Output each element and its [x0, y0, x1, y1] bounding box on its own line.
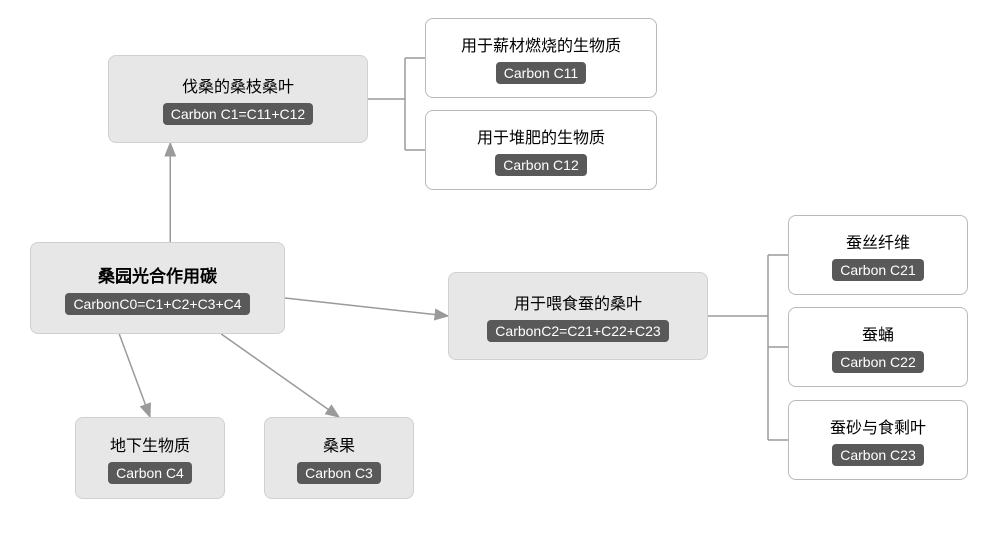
node-c12-title: 用于堆肥的生物质 — [477, 124, 605, 148]
node-c22-title: 蚕蛹 — [862, 321, 894, 345]
node-c11-tag: Carbon C11 — [496, 62, 586, 84]
node-c21-title: 蚕丝纤维 — [846, 229, 910, 253]
node-c3: 桑果 Carbon C3 — [264, 417, 414, 499]
node-c2-tag: CarbonC2=C21+C22+C23 — [487, 320, 668, 342]
node-c2: 用于喂食蚕的桑叶 CarbonC2=C21+C22+C23 — [448, 272, 708, 360]
node-c23: 蚕砂与食剩叶 Carbon C23 — [788, 400, 968, 480]
node-c2-title: 用于喂食蚕的桑叶 — [514, 290, 642, 314]
node-c21-tag: Carbon C21 — [832, 259, 924, 281]
node-c11-title: 用于薪材燃烧的生物质 — [461, 32, 621, 56]
node-c4-title: 地下生物质 — [110, 432, 190, 456]
node-c22: 蚕蛹 Carbon C22 — [788, 307, 968, 387]
node-c12-tag: Carbon C12 — [495, 154, 587, 176]
node-c3-tag: Carbon C3 — [297, 462, 381, 484]
node-c3-title: 桑果 — [323, 432, 355, 456]
node-c12: 用于堆肥的生物质 Carbon C12 — [425, 110, 657, 190]
node-c1-tag: Carbon C1=C11+C12 — [163, 103, 313, 125]
node-c1-title: 伐桑的桑枝桑叶 — [182, 73, 294, 97]
node-root-tag: CarbonC0=C1+C2+C3+C4 — [65, 293, 249, 315]
node-c4: 地下生物质 Carbon C4 — [75, 417, 225, 499]
node-root: 桑园光合作用碳 CarbonC0=C1+C2+C3+C4 — [30, 242, 285, 334]
node-c4-tag: Carbon C4 — [108, 462, 192, 484]
node-c23-tag: Carbon C23 — [832, 444, 924, 466]
node-c21: 蚕丝纤维 Carbon C21 — [788, 215, 968, 295]
node-c22-tag: Carbon C22 — [832, 351, 924, 373]
node-c23-title: 蚕砂与食剩叶 — [830, 414, 926, 438]
node-root-title: 桑园光合作用碳 — [98, 262, 217, 287]
node-c11: 用于薪材燃烧的生物质 Carbon C11 — [425, 18, 657, 98]
node-c1: 伐桑的桑枝桑叶 Carbon C1=C11+C12 — [108, 55, 368, 143]
